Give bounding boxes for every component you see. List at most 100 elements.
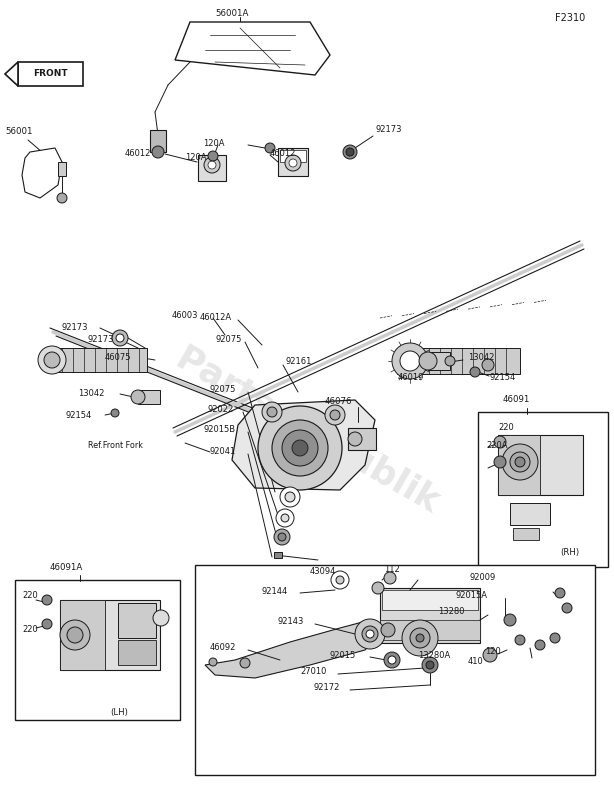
Text: (RH): (RH) [560, 547, 579, 557]
Circle shape [483, 648, 497, 662]
Circle shape [550, 633, 560, 643]
Circle shape [343, 145, 357, 159]
Circle shape [262, 402, 282, 422]
Circle shape [208, 151, 218, 161]
Circle shape [445, 356, 455, 366]
Text: 120A: 120A [185, 154, 206, 162]
Circle shape [502, 444, 538, 480]
Circle shape [402, 620, 438, 656]
Polygon shape [232, 400, 375, 490]
Circle shape [362, 626, 378, 642]
Text: 43094: 43094 [310, 567, 336, 577]
Text: 13280: 13280 [438, 607, 465, 617]
Circle shape [282, 430, 318, 466]
Circle shape [392, 343, 428, 379]
Text: 120A: 120A [203, 138, 225, 147]
Text: 92154: 92154 [490, 374, 516, 382]
Text: 92144: 92144 [262, 586, 288, 595]
Text: 220: 220 [22, 591, 37, 601]
Circle shape [42, 595, 52, 605]
Text: 46091A: 46091A [50, 563, 84, 573]
Text: 46075: 46075 [105, 354, 131, 362]
Bar [198, 155, 226, 181]
Text: 13042: 13042 [78, 389, 104, 398]
Circle shape [208, 161, 216, 169]
Text: 13042: 13042 [468, 354, 494, 362]
Text: 92075: 92075 [210, 386, 236, 394]
Circle shape [419, 352, 437, 370]
Text: 46019: 46019 [398, 373, 424, 382]
Circle shape [470, 367, 480, 377]
Text: Ref.Front Fork: Ref.Front Fork [88, 441, 143, 450]
Circle shape [422, 657, 438, 673]
Polygon shape [205, 620, 380, 678]
Bar [510, 503, 550, 525]
Text: 46091: 46091 [503, 395, 530, 405]
Polygon shape [22, 148, 62, 198]
Bar [60, 600, 160, 670]
Text: 112: 112 [384, 566, 400, 574]
Circle shape [285, 492, 295, 502]
Bar [58, 162, 66, 176]
Circle shape [515, 635, 525, 645]
Text: 92161: 92161 [285, 358, 311, 366]
Circle shape [267, 407, 277, 417]
Bar [15, 580, 180, 720]
Bar [195, 565, 595, 775]
Text: (LH): (LH) [110, 707, 128, 717]
Circle shape [209, 658, 217, 666]
Circle shape [535, 640, 545, 650]
Circle shape [204, 157, 220, 173]
Text: 92015: 92015 [330, 650, 356, 659]
Text: 220: 220 [498, 423, 514, 433]
Circle shape [348, 432, 362, 446]
Bar [380, 620, 480, 640]
Text: 220: 220 [22, 626, 37, 634]
Circle shape [416, 634, 424, 642]
Circle shape [272, 420, 328, 476]
Bar [18, 62, 83, 86]
Circle shape [116, 334, 124, 342]
Circle shape [336, 576, 344, 584]
Text: 46076: 46076 [325, 398, 352, 406]
Bar [138, 390, 160, 404]
Circle shape [274, 529, 290, 545]
Bar [278, 148, 308, 176]
Circle shape [281, 514, 289, 522]
Text: 46012A: 46012A [200, 314, 232, 322]
Text: 220A: 220A [486, 442, 508, 450]
Circle shape [366, 630, 374, 638]
Circle shape [280, 487, 300, 507]
Text: 92172: 92172 [314, 683, 340, 693]
Text: 56001: 56001 [5, 127, 33, 137]
Circle shape [410, 628, 430, 648]
Circle shape [504, 614, 516, 626]
Text: 92173: 92173 [375, 126, 402, 134]
Text: Parts Republik: Parts Republik [169, 341, 445, 519]
Polygon shape [175, 22, 330, 75]
Circle shape [60, 620, 90, 650]
Circle shape [112, 330, 128, 346]
Circle shape [562, 603, 572, 613]
Circle shape [515, 457, 525, 467]
Bar [150, 130, 166, 152]
Bar [348, 428, 376, 450]
Text: 92173: 92173 [88, 335, 114, 345]
Text: 92015B: 92015B [203, 426, 235, 434]
Text: 120: 120 [485, 647, 501, 657]
Circle shape [131, 390, 145, 404]
Bar [498, 435, 540, 495]
Bar [380, 588, 480, 643]
Text: 92041: 92041 [210, 447, 236, 457]
Circle shape [152, 146, 164, 158]
Circle shape [38, 346, 66, 374]
Bar [478, 412, 608, 567]
Text: 92022: 92022 [208, 406, 235, 414]
Text: 410: 410 [468, 658, 484, 666]
Text: 56001A: 56001A [215, 9, 249, 18]
Circle shape [285, 155, 301, 171]
Circle shape [292, 440, 308, 456]
Circle shape [325, 405, 345, 425]
Text: 27010: 27010 [300, 667, 327, 677]
Circle shape [265, 143, 275, 153]
